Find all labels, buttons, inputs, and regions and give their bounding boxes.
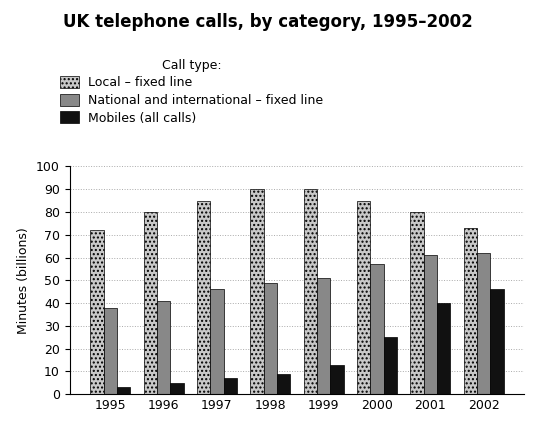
Legend: Local – fixed line, National and international – fixed line, Mobiles (all calls): Local – fixed line, National and interna… xyxy=(60,59,324,125)
Text: UK telephone calls, by category, 1995–2002: UK telephone calls, by category, 1995–20… xyxy=(63,13,472,31)
Bar xyxy=(170,383,184,394)
Bar xyxy=(477,253,490,394)
Bar xyxy=(490,290,503,394)
Bar xyxy=(410,212,424,394)
Y-axis label: Minutes (billions): Minutes (billions) xyxy=(18,227,30,334)
Bar xyxy=(330,364,343,394)
Bar xyxy=(303,189,317,394)
Bar xyxy=(157,301,170,394)
Bar xyxy=(250,189,264,394)
Bar xyxy=(143,212,157,394)
Bar xyxy=(464,228,477,394)
Bar xyxy=(264,283,277,394)
Bar xyxy=(317,278,330,394)
Bar xyxy=(370,265,384,394)
Bar xyxy=(384,337,397,394)
Bar xyxy=(357,201,370,394)
Bar xyxy=(90,230,104,394)
Bar xyxy=(224,378,237,394)
Bar xyxy=(424,255,437,394)
Bar xyxy=(197,201,210,394)
Bar xyxy=(437,303,450,394)
Bar xyxy=(104,307,117,394)
Bar xyxy=(277,374,291,394)
Bar xyxy=(210,290,224,394)
Bar xyxy=(117,387,130,394)
